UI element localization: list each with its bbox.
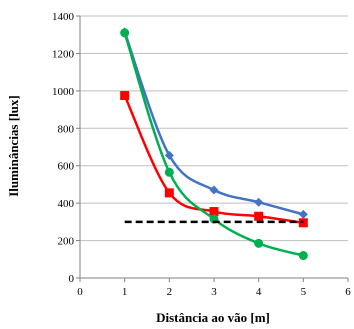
data-point <box>120 91 130 101</box>
x-tick-label: 6 <box>345 286 351 298</box>
y-tick-label: 0 <box>69 273 75 285</box>
data-point <box>164 188 174 198</box>
tick-labels: 0 200 400 600 800 1000 1200 1400 0 1 2 3 4 5 6 <box>52 11 351 298</box>
y-tick-label: 600 <box>58 161 75 173</box>
y-axis-title: Iluminâncias [lux] <box>6 95 21 197</box>
series-0 <box>120 27 308 219</box>
y-tick-label: 800 <box>58 123 75 135</box>
data-point <box>164 167 174 177</box>
gridlines <box>80 15 348 242</box>
axes <box>76 15 349 282</box>
data-point <box>209 207 219 217</box>
series-layer <box>120 27 308 261</box>
y-tick-label: 1000 <box>52 86 75 98</box>
data-point <box>254 197 264 207</box>
series-line <box>123 32 304 257</box>
y-tick-label: 200 <box>58 236 75 248</box>
x-axis-title: Distância ao vão [m] <box>156 310 270 325</box>
data-point <box>298 251 308 261</box>
x-tick-label: 3 <box>211 286 217 298</box>
x-tick-label: 4 <box>256 286 262 298</box>
y-tick-label: 1400 <box>52 11 75 23</box>
data-point <box>298 209 308 219</box>
x-tick-label: 1 <box>122 286 128 298</box>
data-point <box>164 150 174 160</box>
data-point <box>120 28 130 38</box>
x-tick-label: 2 <box>167 286 173 298</box>
data-point <box>254 238 264 248</box>
series-line <box>123 31 304 216</box>
data-point <box>254 211 264 221</box>
y-tick-label: 1200 <box>52 48 75 60</box>
x-tick-label: 5 <box>301 286 307 298</box>
series-2 <box>120 28 308 261</box>
x-tick-label: 0 <box>77 286 83 298</box>
data-point <box>209 185 219 195</box>
y-tick-label: 400 <box>58 198 75 210</box>
